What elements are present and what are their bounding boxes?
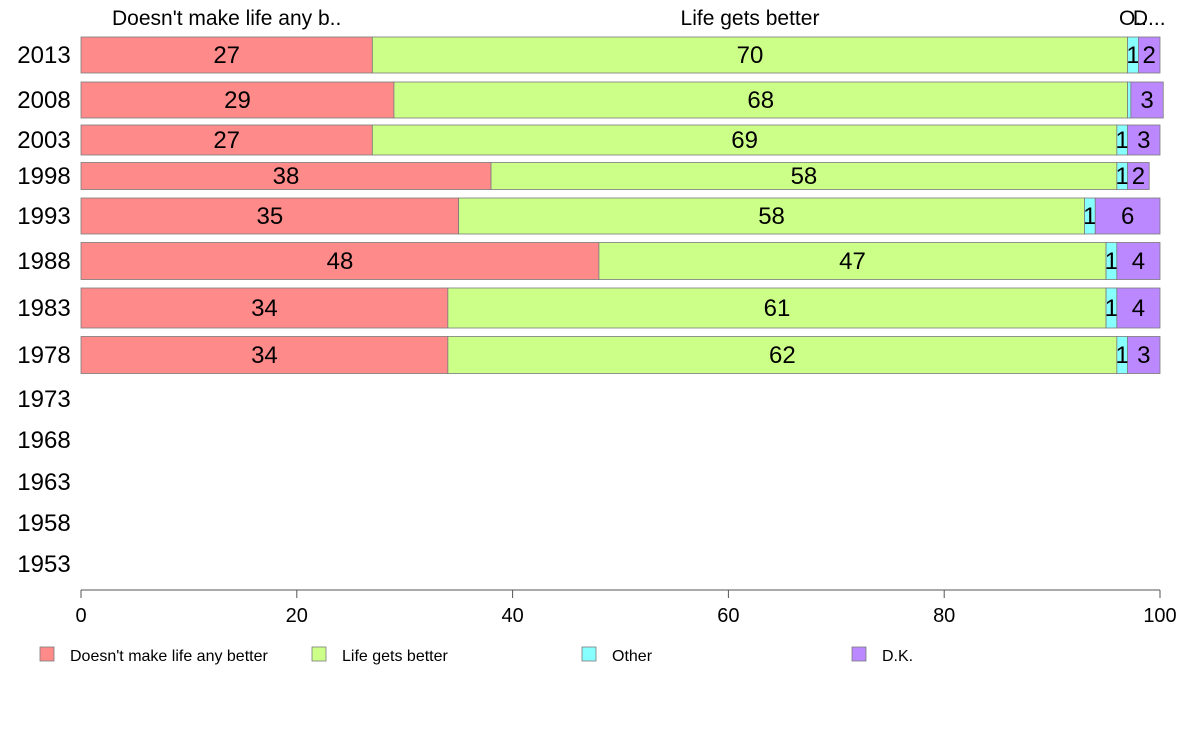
bar-segment-life-gets-better [598,242,1107,280]
data-label: 48 [327,248,354,275]
data-label: 2 [1143,42,1156,69]
y-tick-label: 1973 [17,386,70,413]
bar-segment-life-gets-better [447,336,1118,374]
bar-segment-doesn-t-make-life-any-better [80,162,492,190]
data-label: 47 [839,248,866,275]
column-header-d-k: D... [1133,7,1166,30]
bar-segment-d-k [1127,124,1161,156]
data-label: 1 [1083,203,1096,230]
data-label: 29 [224,87,251,114]
x-tick-label: 20 [286,605,308,627]
y-tick-label: 1993 [17,203,70,230]
x-tick-label: 40 [501,605,523,627]
legend-label-d-k: D.K. [882,648,913,665]
x-axis: 0 20 40 60 80 100 [75,589,1177,627]
bars: 27 70 1 229 68 327 69 1 338 58 1 235 58 1 648 47 1 434 61 1… [80,36,1164,374]
bar-segment-d-k [1094,197,1161,235]
data-label: 4 [1132,295,1145,322]
x-tick-label: 0 [75,605,86,627]
y-tick-label: 2013 [17,42,70,69]
bar-segment-d-k [1130,81,1164,119]
x-tick-label: 100 [1143,605,1176,627]
bar-segment-doesn-t-make-life-any-better [80,336,449,374]
data-label: 3 [1137,342,1150,369]
data-label: 38 [273,163,300,190]
legend: Doesn't make life any better Life gets be… [39,646,913,665]
data-label: 61 [764,295,791,322]
legend-swatch-life-gets-better [311,646,327,662]
data-label: 27 [213,42,240,69]
data-label: 2 [1132,163,1145,190]
y-tick-label: 1978 [17,342,70,369]
bar-segment-doesn-t-make-life-any-better [80,197,460,235]
bar-segment-life-gets-better [458,197,1085,235]
bar-segment-d-k [1127,336,1161,374]
bar-segment-d-k [1138,36,1161,74]
y-tick-label: 1958 [17,510,70,537]
legend-label-life-gets-better: Life gets better [342,648,449,665]
data-label: 62 [769,342,796,369]
x-tick-label: 80 [933,605,955,627]
y-tick-label: 2003 [17,127,70,154]
data-label: 35 [256,203,283,230]
y-tick-label: 2008 [17,87,70,114]
bar-segment-doesn-t-make-life-any-better [80,287,449,329]
data-label: 70 [737,42,764,69]
data-label: 68 [747,87,774,114]
column-header-doesn-t-make-life-any-better: Doesn't make life any b.. [112,7,341,30]
data-label: 27 [213,127,240,154]
bar-segment-d-k [1127,162,1150,190]
bar-segment-d-k [1116,242,1161,280]
bar-segment-doesn-t-make-life-any-better [80,124,373,156]
data-label: 1 [1105,295,1118,322]
bar-segment-other [1127,81,1132,119]
column-headers: Doesn't make life any b.. Life gets bette… [112,7,1166,30]
data-label: 4 [1132,248,1145,275]
data-label: 34 [251,342,278,369]
data-label: 1 [1116,127,1129,154]
column-header-other: O.. [1119,7,1147,30]
data-label: 69 [731,127,758,154]
bar-segment-life-gets-better [371,36,1129,74]
data-label: 1 [1105,248,1118,275]
legend-label-doesn-t-make-life-any-better: Doesn't make life any better [70,648,268,665]
bar-segment-doesn-t-make-life-any-better [80,242,600,280]
x-tick-label: 60 [717,605,739,627]
legend-swatch-doesn-t-make-life-any-better [39,646,55,662]
legend-label-other: Other [612,648,653,665]
y-tick-label: 1953 [17,551,70,578]
data-label: 58 [791,163,818,190]
data-label: 34 [251,295,278,322]
bar-segment-life-gets-better [447,287,1107,329]
data-label: 3 [1137,127,1150,154]
data-label: 58 [758,203,785,230]
data-label: 6 [1121,203,1134,230]
data-label: 1 [1116,163,1129,190]
y-tick-label: 1963 [17,469,70,496]
bar-segment-d-k [1116,287,1161,329]
legend-swatch-d-k [851,646,867,662]
y-tick-label: 1968 [17,427,70,454]
bar-segment-life-gets-better [371,124,1118,156]
column-header-life-gets-better: Life gets better [681,7,820,30]
legend-swatch-other [581,646,597,662]
y-axis-labels: 2013 2008 2003 1998 1993 1988 1983 1978 1973 1968… [17,42,70,578]
y-tick-label: 1998 [17,163,70,190]
bar-segment-doesn-t-make-life-any-better [80,81,395,119]
data-label: 1 [1126,42,1139,69]
data-label: 3 [1140,87,1153,114]
y-tick-label: 1983 [17,295,70,322]
y-tick-label: 1988 [17,248,70,275]
data-label: 1 [1116,342,1129,369]
